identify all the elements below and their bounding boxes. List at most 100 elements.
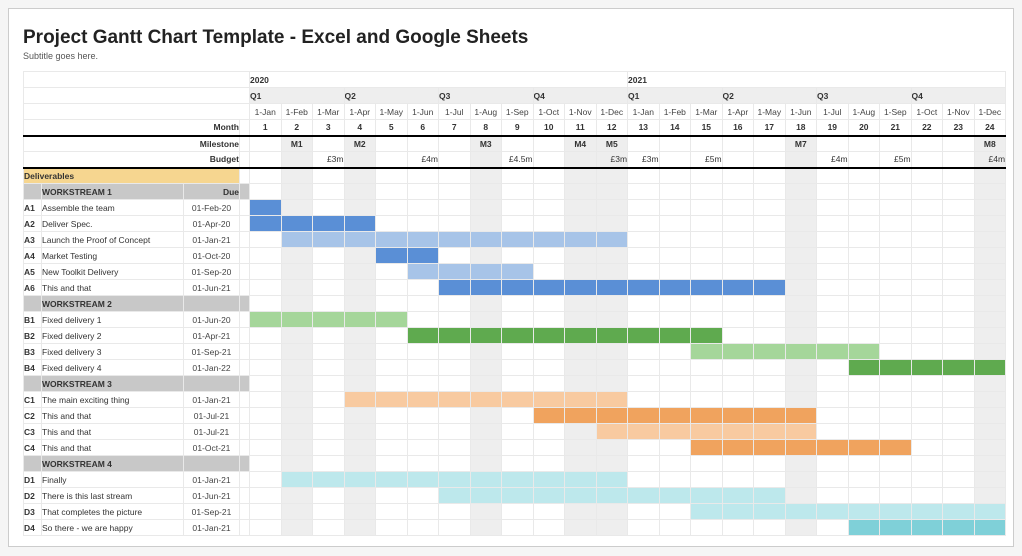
month-number: 1 bbox=[250, 120, 282, 136]
gantt-bar-cell bbox=[754, 344, 786, 360]
task-due: 01-Jul-21 bbox=[184, 408, 240, 424]
month-number: 7 bbox=[439, 120, 471, 136]
gantt-bar-cell bbox=[565, 328, 597, 344]
task-name: This and that bbox=[42, 408, 184, 424]
gantt-bar-cell bbox=[722, 440, 754, 456]
task-id: D4 bbox=[24, 520, 42, 536]
gantt-bar-cell bbox=[722, 280, 754, 296]
gantt-bar-cell bbox=[407, 392, 439, 408]
task-row: C1The main exciting thing01-Jan-21 bbox=[24, 392, 1006, 408]
budget-cell bbox=[565, 152, 597, 168]
gantt-bar-cell bbox=[785, 440, 817, 456]
task-name: This and that bbox=[42, 280, 184, 296]
milestone-cell bbox=[376, 136, 408, 152]
task-name: Deliver Spec. bbox=[42, 216, 184, 232]
task-id: C3 bbox=[24, 424, 42, 440]
gantt-bar-cell bbox=[722, 504, 754, 520]
budget-value: £4m bbox=[407, 152, 439, 168]
gantt-bar-cell bbox=[659, 424, 691, 440]
task-id: C1 bbox=[24, 392, 42, 408]
task-name: Fixed delivery 3 bbox=[42, 344, 184, 360]
gantt-bar-cell bbox=[817, 440, 849, 456]
gantt-bar-cell bbox=[817, 504, 849, 520]
task-row: C2This and that01-Jul-21 bbox=[24, 408, 1006, 424]
gantt-bar-cell bbox=[376, 472, 408, 488]
task-id: B4 bbox=[24, 360, 42, 376]
gantt-bar-cell bbox=[691, 408, 723, 424]
gantt-bar-cell bbox=[722, 488, 754, 504]
gantt-bar-cell bbox=[754, 408, 786, 424]
gantt-bar-cell bbox=[880, 440, 912, 456]
gantt-bar-cell bbox=[533, 328, 565, 344]
date-label: 1-Aug bbox=[470, 104, 502, 120]
gantt-bar-cell bbox=[691, 488, 723, 504]
gantt-bar-cell bbox=[281, 232, 313, 248]
gantt-bar-cell bbox=[470, 280, 502, 296]
gantt-bar-cell bbox=[502, 472, 534, 488]
gantt-bar-cell bbox=[250, 216, 282, 232]
gantt-bar-cell bbox=[911, 360, 943, 376]
month-number: 21 bbox=[880, 120, 912, 136]
month-number: 12 bbox=[596, 120, 628, 136]
budget-cell bbox=[722, 152, 754, 168]
gantt-bar-cell bbox=[628, 408, 660, 424]
gantt-bar-cell bbox=[596, 280, 628, 296]
task-name: New Toolkit Delivery bbox=[42, 264, 184, 280]
deliverables-header: Deliverables bbox=[24, 168, 240, 184]
task-id: B3 bbox=[24, 344, 42, 360]
budget-cell bbox=[376, 152, 408, 168]
gantt-bar-cell bbox=[691, 328, 723, 344]
milestone-marker: M7 bbox=[785, 136, 817, 152]
gantt-bar-cell bbox=[376, 312, 408, 328]
gantt-bar-cell bbox=[281, 216, 313, 232]
gantt-bar-cell bbox=[250, 200, 282, 216]
task-id: B1 bbox=[24, 312, 42, 328]
milestone-cell bbox=[817, 136, 849, 152]
task-row: B1Fixed delivery 101-Jun-20 bbox=[24, 312, 1006, 328]
gantt-bar-cell bbox=[691, 344, 723, 360]
task-id: A5 bbox=[24, 264, 42, 280]
month-number: 10 bbox=[533, 120, 565, 136]
gantt-bar-cell bbox=[596, 424, 628, 440]
quarter-label: Q2 bbox=[722, 88, 817, 104]
date-label: 1-Feb bbox=[659, 104, 691, 120]
quarter-label: Q4 bbox=[533, 88, 628, 104]
task-name: Assemble the team bbox=[42, 200, 184, 216]
month-number: 14 bbox=[659, 120, 691, 136]
gantt-bar-cell bbox=[880, 504, 912, 520]
gantt-bar-cell bbox=[344, 392, 376, 408]
gantt-bar-cell bbox=[880, 520, 912, 536]
task-due: 01-Jan-22 bbox=[184, 360, 240, 376]
gantt-bar-cell bbox=[565, 280, 597, 296]
task-name: Finally bbox=[42, 472, 184, 488]
gantt-bar-cell bbox=[722, 424, 754, 440]
date-label: 1-Feb bbox=[281, 104, 313, 120]
month-number: 19 bbox=[817, 120, 849, 136]
budget-value: £3m bbox=[596, 152, 628, 168]
gantt-bar-cell bbox=[880, 360, 912, 376]
date-label: 1-Jul bbox=[439, 104, 471, 120]
gantt-bar-cell bbox=[439, 264, 471, 280]
date-label: 1-Dec bbox=[974, 104, 1006, 120]
budget-value: £3m bbox=[313, 152, 345, 168]
budget-row: Budget£3m£4m£4.5m£3m£3m£5m£4m£5m£4m bbox=[24, 152, 1006, 168]
gantt-bar-cell bbox=[376, 392, 408, 408]
gantt-bar-cell bbox=[533, 472, 565, 488]
milestone-marker: M5 bbox=[596, 136, 628, 152]
budget-value: £3m bbox=[628, 152, 660, 168]
task-row: B3Fixed delivery 301-Sep-21 bbox=[24, 344, 1006, 360]
deliverables-row: Deliverables bbox=[24, 168, 1006, 184]
task-id: C2 bbox=[24, 408, 42, 424]
workstream-header-row: WORKSTREAM 4 bbox=[24, 456, 1006, 472]
workstream-header-row: WORKSTREAM 3 bbox=[24, 376, 1006, 392]
date-label: 1-Jun bbox=[785, 104, 817, 120]
budget-cell bbox=[344, 152, 376, 168]
workstream-due-header bbox=[184, 456, 240, 472]
milestone-cell bbox=[722, 136, 754, 152]
budget-cell bbox=[250, 152, 282, 168]
gantt-bar-cell bbox=[565, 392, 597, 408]
gantt-bar-cell bbox=[596, 392, 628, 408]
gantt-bar-cell bbox=[533, 488, 565, 504]
task-name: This and that bbox=[42, 440, 184, 456]
budget-value: £5m bbox=[691, 152, 723, 168]
